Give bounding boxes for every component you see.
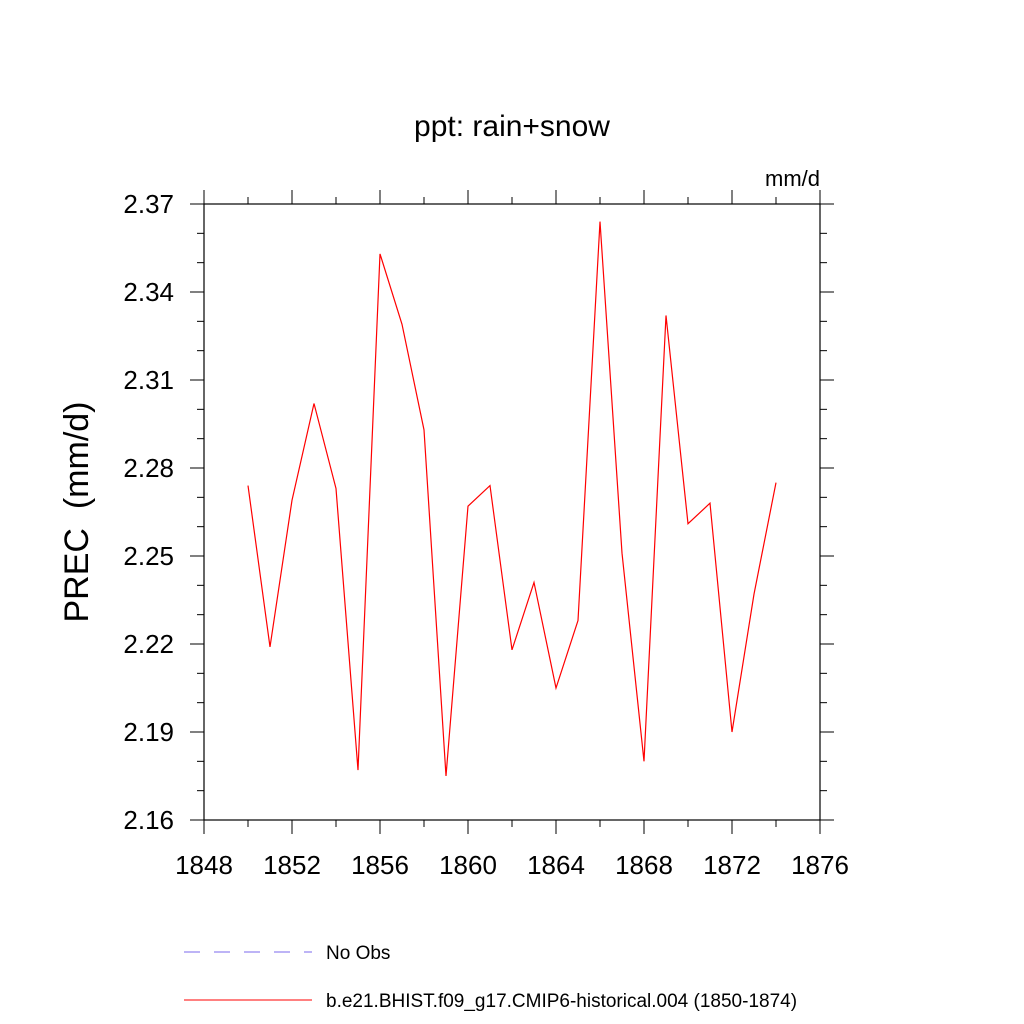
x-tick-label: 1848	[175, 850, 233, 880]
x-tick-label: 1852	[263, 850, 321, 880]
plot-frame	[203, 203, 821, 821]
x-tick-label: 1876	[791, 850, 849, 880]
y-tick-label: 2.28	[123, 453, 174, 483]
y-axis-label: PREC (mm/d)	[58, 402, 96, 623]
legend: No Obs b.e21.BHIST.f09_g17.CMIP6-historic…	[184, 943, 797, 1012]
y-tick-label: 2.25	[123, 541, 174, 571]
units-label: mm/d	[765, 166, 820, 191]
x-tick-label: 1864	[527, 850, 585, 880]
x-tick-label: 1860	[439, 850, 497, 880]
y-tick-label: 2.19	[123, 717, 174, 747]
legend-label: No Obs	[326, 943, 390, 964]
x-tick-label: 1868	[615, 850, 673, 880]
y-tick-label: 2.16	[123, 805, 174, 835]
x-tick-label: 1856	[351, 850, 409, 880]
x-tick-label: 1872	[703, 850, 761, 880]
legend-label: b.e21.BHIST.f09_g17.CMIP6-historical.004…	[326, 991, 797, 1012]
y-tick-label: 2.34	[123, 277, 174, 307]
plot-area: 1848 1852 1856 1860 1864 1868 1872 1876 2.16 2.19…	[123, 189, 849, 880]
chart-title: ppt: rain+snow	[414, 110, 610, 143]
y-tick-label: 2.37	[123, 189, 174, 219]
y-tick-label: 2.31	[123, 365, 174, 395]
y-tick-label: 2.22	[123, 629, 174, 659]
series-line	[247, 221, 777, 777]
